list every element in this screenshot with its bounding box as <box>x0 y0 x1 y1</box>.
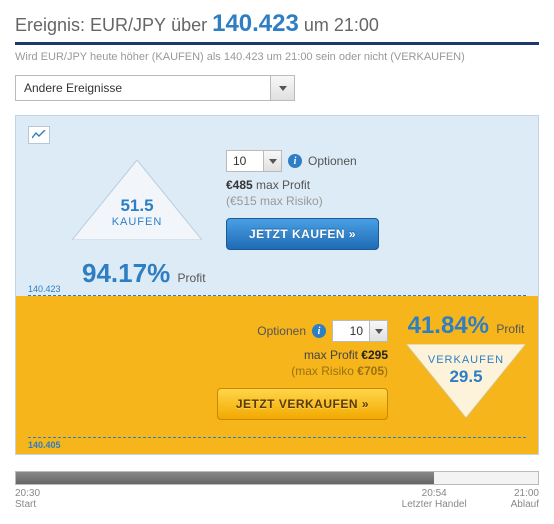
sell-threshold-line: 140.405 <box>28 437 526 438</box>
event-over: über <box>171 15 207 36</box>
event-label: Ereignis: <box>15 15 85 36</box>
chevron-down-icon <box>279 86 287 91</box>
buy-max-profit: €485 max Profit <box>226 178 526 192</box>
sell-max-profit: max Profit €295 <box>28 348 388 362</box>
qty-dropdown-button[interactable] <box>263 151 281 171</box>
qty-dropdown-button[interactable] <box>369 321 387 341</box>
event-header: Ereignis: EUR/JPY über 140.423 um 21:00 <box>15 10 539 45</box>
events-dropdown[interactable]: Andere Ereignisse <box>15 75 295 101</box>
info-icon[interactable]: i <box>312 324 326 338</box>
buy-qty-select[interactable]: 10 <box>226 150 282 172</box>
sell-triangle: VERKAUFEN 29.5 <box>406 344 526 421</box>
timeline-end: 21:00 Ablauf <box>511 488 539 514</box>
buy-triangle-price: 51.5 <box>72 196 202 216</box>
sell-options-label: Optionen <box>257 324 306 338</box>
timeline-fill <box>16 472 434 484</box>
buy-max-risk: (€515 max Risiko) <box>226 194 526 208</box>
buy-triangle: 51.5 KAUFEN <box>72 160 202 240</box>
sell-profit-pct: 41.84% <box>408 312 489 339</box>
buy-options-label: Optionen <box>308 154 357 168</box>
buy-profit-pct: 94.17% <box>82 258 170 288</box>
dropdown-button[interactable] <box>270 76 294 100</box>
info-icon[interactable]: i <box>288 154 302 168</box>
event-pair: EUR/JPY <box>90 15 166 36</box>
timeline-bar <box>15 471 539 485</box>
sell-max-risk: (max Risiko €705) <box>28 364 388 378</box>
sell-qty-value: 10 <box>333 324 369 338</box>
sell-qty-select[interactable]: 10 <box>332 320 388 342</box>
event-at: um <box>304 15 329 36</box>
buy-threshold-label: 140.423 <box>28 284 61 294</box>
chevron-down-icon <box>269 159 277 164</box>
buy-triangle-label: KAUFEN <box>72 216 202 229</box>
events-dropdown-text: Andere Ereignisse <box>16 81 270 95</box>
timeline-start: 20:30 Start <box>15 488 40 514</box>
sell-button[interactable]: JETZT VERKAUFEN » <box>217 388 388 420</box>
buy-qty-value: 10 <box>227 154 263 168</box>
sell-panel: Optionen i 10 max Profit €295 (max Risik… <box>16 296 538 454</box>
sell-triangle-price: 29.5 <box>406 367 526 387</box>
timeline: 20:30 Start 20:54 Letzter Handel 21:00 A… <box>15 471 539 514</box>
buy-button[interactable]: JETZT KAUFEN » <box>226 218 379 250</box>
buy-profit-pct-label: Profit <box>178 271 206 285</box>
timeline-mid: 20:54 Letzter Handel <box>402 488 467 510</box>
sell-triangle-label: VERKAUFEN <box>406 354 526 367</box>
sell-threshold-label: 140.405 <box>28 440 61 450</box>
chevron-down-icon <box>375 329 383 334</box>
chart-icon[interactable] <box>28 126 50 144</box>
event-subtext: Wird EUR/JPY heute höher (KAUFEN) als 14… <box>15 45 539 75</box>
trade-panel: 51.5 KAUFEN 10 i Optionen €485 max Profi… <box>15 115 539 455</box>
sell-profit-pct-label: Profit <box>496 322 524 336</box>
buy-panel: 51.5 KAUFEN 10 i Optionen €485 max Profi… <box>16 116 538 296</box>
event-time: 21:00 <box>334 15 379 36</box>
event-price: 140.423 <box>212 10 299 38</box>
